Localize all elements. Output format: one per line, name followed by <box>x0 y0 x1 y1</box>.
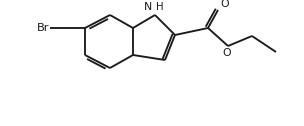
Text: O: O <box>220 0 229 9</box>
Text: H: H <box>156 2 164 12</box>
Text: N: N <box>144 2 152 12</box>
Text: O: O <box>223 48 231 58</box>
Text: Br: Br <box>36 23 49 33</box>
